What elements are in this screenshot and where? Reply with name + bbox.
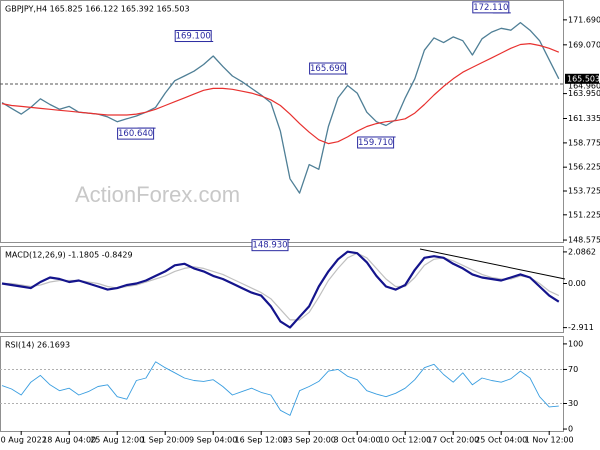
series-line <box>1 250 560 329</box>
series-line <box>1 361 559 416</box>
y-tick-label: -2.911 <box>568 323 594 332</box>
annotation-box <box>174 30 212 43</box>
x-tick-label: 25 Oct 04:00 <box>475 436 527 445</box>
panel-title: RSI(14) 26.1693 <box>5 341 70 350</box>
annotation-label: 148.930 <box>252 241 287 251</box>
annotation-label: 160.640 <box>118 129 153 139</box>
x-tick-label: 18 Aug 04:00 <box>42 436 96 445</box>
y-tick-label: 30 <box>568 399 578 408</box>
y-tick-label: 0.00 <box>568 279 586 288</box>
panel-title: GBPJPY,H4 165.825 166.122 165.392 165.50… <box>5 5 190 14</box>
annotation-box <box>117 127 155 140</box>
last-price-label: 165.503 <box>567 74 600 83</box>
watermark: ActionForex.com <box>75 182 240 207</box>
x-tick-label: 25 Aug 12:00 <box>90 436 144 445</box>
y-tick-label: 2.0862 <box>568 247 596 256</box>
y-tick-label: 169.070 <box>568 40 600 49</box>
x-tick-label: 10 Aug 2022 <box>0 436 47 445</box>
price-line-label: 164.960 <box>568 81 600 90</box>
x-tick-label: 17 Oct 20:00 <box>427 436 479 445</box>
y-tick-label: 158.775 <box>568 138 600 147</box>
x-tick-label: 1 Sep 20:00 <box>141 436 189 445</box>
price-panel <box>0 0 564 243</box>
x-tick-label: 23 Sep 20:00 <box>282 436 335 445</box>
series-line <box>1 43 560 145</box>
y-tick-label: 148.575 <box>568 236 600 245</box>
annotation-box <box>357 136 395 149</box>
x-tick-label: 9 Sep 04:00 <box>189 436 237 445</box>
x-tick-label: 1 Nov 12:00 <box>525 436 574 445</box>
y-tick-label: 70 <box>568 365 578 374</box>
annotation-box <box>251 239 289 252</box>
annotation-box <box>472 1 510 14</box>
y-tick-label: 153.725 <box>568 186 600 195</box>
annotation-label: 159.710 <box>358 138 393 148</box>
last-price-box <box>565 73 599 84</box>
y-tick-label: 0 <box>568 425 573 434</box>
panel-title: MACD(12,26,9) -1.1805 -0.8429 <box>5 251 133 260</box>
y-tick-label: 151.225 <box>568 210 600 219</box>
y-tick-label: 156.225 <box>568 163 600 172</box>
y-tick-label: 163.950 <box>568 89 600 98</box>
y-tick-label: 171.690 <box>568 15 600 24</box>
x-tick-label: 3 Oct 04:00 <box>334 436 381 445</box>
rsi-panel <box>0 336 564 432</box>
annotation-label: 172.110 <box>473 3 508 13</box>
trend-line <box>419 248 566 280</box>
annotation-label: 169.100 <box>176 32 211 42</box>
y-tick-label: 100 <box>568 339 583 348</box>
y-tick-label: 161.335 <box>568 114 600 123</box>
annotation-box <box>309 62 347 75</box>
annotation-label: 165.690 <box>310 64 345 74</box>
x-tick-label: 10 Oct 12:00 <box>379 436 431 445</box>
x-tick-label: 16 Sep 12:00 <box>234 436 287 445</box>
series-line <box>2 252 560 321</box>
